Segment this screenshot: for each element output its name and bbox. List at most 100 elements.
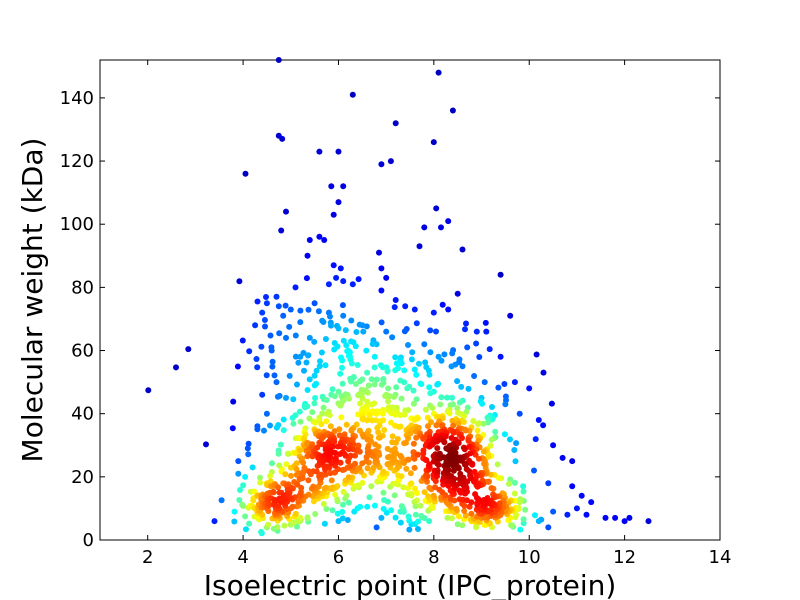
data-point	[532, 436, 539, 443]
data-point	[405, 513, 412, 520]
data-point	[550, 442, 557, 449]
x-tick-label: 10	[518, 547, 541, 568]
data-point	[311, 372, 318, 379]
data-point	[483, 328, 490, 335]
data-point	[329, 507, 336, 514]
data-point	[327, 423, 334, 430]
data-point	[229, 425, 236, 432]
data-point	[449, 417, 456, 424]
data-point	[434, 381, 441, 388]
data-point	[380, 468, 387, 475]
data-point	[392, 354, 399, 361]
data-point	[261, 317, 268, 323]
data-point	[347, 463, 354, 469]
data-point	[339, 467, 346, 473]
data-point	[316, 363, 323, 370]
data-point	[398, 473, 405, 480]
data-point	[454, 290, 461, 297]
data-point	[420, 435, 427, 442]
data-point	[449, 107, 456, 114]
data-point	[338, 414, 345, 421]
data-point	[418, 512, 425, 519]
data-point	[533, 351, 540, 358]
data-point	[384, 368, 391, 375]
data-point	[448, 515, 455, 522]
data-point	[343, 342, 350, 349]
data-point	[433, 438, 440, 445]
data-point	[421, 341, 428, 348]
data-point	[363, 347, 370, 354]
data-point	[328, 322, 334, 329]
data-point	[392, 514, 399, 521]
data-point	[296, 492, 303, 499]
data-point	[429, 503, 436, 510]
data-point	[297, 418, 304, 425]
data-point	[269, 460, 275, 467]
data-point	[333, 274, 340, 281]
data-point	[320, 404, 327, 411]
data-point	[368, 401, 375, 408]
data-point	[532, 512, 538, 519]
data-point	[422, 359, 429, 366]
data-point	[369, 417, 376, 424]
data-point	[283, 208, 289, 215]
data-point	[401, 328, 408, 335]
data-point	[397, 377, 404, 384]
data-point	[383, 328, 390, 335]
data-point	[445, 306, 452, 313]
data-point	[494, 461, 501, 468]
data-point	[261, 427, 267, 434]
data-point	[237, 487, 243, 493]
data-point	[453, 505, 460, 512]
data-point	[329, 386, 336, 393]
data-point	[473, 523, 480, 530]
y-axis-ticks: 0 20 40 60 80 100 120 140	[60, 88, 720, 551]
data-point	[487, 506, 494, 513]
data-point	[479, 400, 486, 407]
data-point	[412, 485, 418, 492]
data-point	[476, 354, 483, 360]
data-point	[379, 410, 386, 417]
data-point	[507, 312, 514, 319]
data-point	[440, 454, 447, 461]
data-point	[246, 348, 253, 355]
data-point	[387, 158, 394, 165]
data-point	[331, 438, 338, 445]
data-point	[340, 501, 346, 508]
data-point	[240, 503, 247, 509]
data-point	[485, 453, 492, 460]
data-point	[282, 302, 289, 309]
data-point	[290, 396, 297, 403]
data-point	[304, 514, 311, 521]
data-point	[276, 495, 283, 502]
data-point	[371, 381, 378, 388]
data-point	[398, 503, 405, 510]
data-point	[373, 410, 380, 417]
data-point	[296, 408, 303, 415]
data-point	[298, 484, 305, 491]
data-point	[364, 449, 371, 456]
data-point	[392, 367, 399, 374]
data-point	[328, 477, 335, 484]
data-point	[334, 496, 341, 503]
data-point	[405, 456, 412, 463]
data-point	[475, 421, 481, 427]
y-tick-label: 100	[60, 214, 94, 235]
data-point	[322, 362, 329, 369]
data-point	[473, 340, 480, 347]
data-point	[583, 511, 590, 518]
data-point	[425, 423, 431, 430]
data-point	[356, 465, 363, 471]
data-point	[468, 510, 475, 517]
data-point	[318, 421, 325, 428]
data-point	[416, 243, 423, 250]
data-point	[392, 120, 399, 127]
data-point	[444, 514, 451, 521]
data-point	[372, 441, 379, 448]
data-point	[411, 455, 418, 462]
data-point	[353, 381, 359, 387]
data-point	[305, 477, 312, 484]
data-point	[645, 518, 652, 525]
data-point	[317, 358, 323, 365]
data-point	[331, 428, 338, 435]
